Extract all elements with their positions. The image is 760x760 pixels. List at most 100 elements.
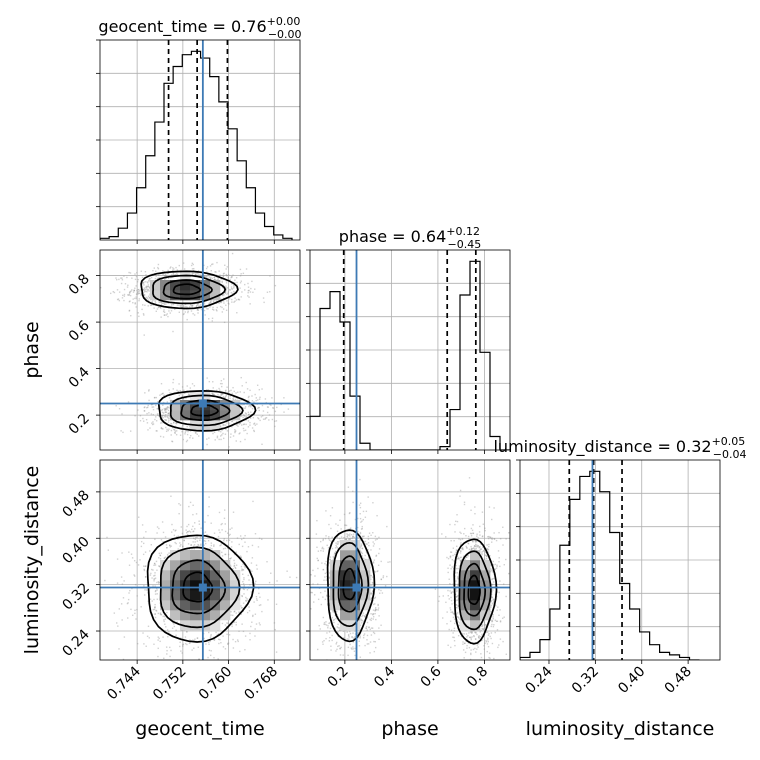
sample-point (462, 641, 464, 643)
sample-point (335, 546, 338, 548)
sample-point (173, 274, 175, 276)
sample-point (233, 610, 236, 613)
sample-point (217, 658, 219, 660)
sample-point (206, 271, 208, 273)
sample-point (487, 634, 490, 636)
sample-point (206, 308, 208, 310)
sample-point (372, 614, 374, 616)
sample-point (274, 410, 277, 413)
sample-point (358, 504, 361, 506)
sample-point (203, 540, 206, 542)
sample-point (333, 556, 335, 558)
sample-point (197, 270, 200, 272)
sample-point (370, 549, 372, 551)
sample-point (359, 517, 362, 520)
sample-point (188, 548, 191, 550)
sample-point (175, 422, 177, 424)
density-cell (340, 580, 351, 591)
sample-point (222, 308, 225, 310)
sample-point (329, 559, 331, 561)
sample-point (223, 424, 226, 426)
density-cell (190, 590, 201, 601)
sample-point (456, 514, 458, 516)
sample-point (154, 616, 157, 619)
sample-point (348, 638, 350, 640)
sample-point (166, 553, 169, 556)
sample-point (488, 535, 490, 538)
sample-point (243, 423, 246, 425)
sample-point (357, 537, 359, 539)
sample-point (239, 275, 242, 277)
sample-point (449, 590, 451, 592)
density-cell (170, 280, 181, 291)
sample-point (224, 523, 226, 525)
sample-point (186, 534, 189, 536)
sample-point (218, 430, 220, 432)
sample-point (210, 650, 212, 652)
sample-point (362, 518, 364, 521)
contour-line (157, 390, 257, 432)
sample-point (156, 430, 158, 432)
sample-point (182, 643, 184, 646)
sample-point (474, 647, 476, 650)
sample-point (165, 544, 168, 546)
sample-point (469, 658, 472, 660)
sample-point (209, 277, 212, 280)
sample-point (200, 308, 203, 311)
sample-point (258, 409, 260, 412)
sample-point (143, 288, 145, 291)
sample-point (212, 381, 214, 383)
sample-point (317, 559, 319, 562)
sample-point (235, 421, 238, 423)
sample-point (475, 631, 477, 634)
sample-point (380, 578, 383, 581)
sample-point (493, 577, 495, 580)
sample-point (143, 314, 145, 316)
sample-point (363, 535, 365, 537)
sample-point (234, 640, 237, 643)
sample-point (172, 528, 175, 531)
sample-point (491, 623, 493, 626)
sample-point (220, 278, 223, 280)
sample-point (228, 423, 230, 426)
sample-point (295, 576, 298, 579)
sample-point (247, 420, 250, 422)
sample-point (163, 657, 165, 660)
sample-point (235, 277, 238, 279)
sample-point (212, 301, 215, 303)
sample-point (191, 304, 193, 307)
sample-point (487, 548, 490, 551)
sample-point (352, 535, 354, 538)
sample-point (335, 542, 337, 544)
sample-point (156, 526, 159, 528)
sample-point (186, 425, 188, 428)
sample-point (490, 567, 492, 570)
sample-point (192, 306, 194, 309)
sample-point (246, 550, 248, 553)
sample-point (207, 273, 209, 276)
sample-point (268, 419, 270, 421)
sample-point (473, 635, 475, 637)
sample-point (359, 637, 361, 639)
sample-point (370, 613, 372, 615)
sample-point (326, 578, 328, 580)
sample-point (261, 610, 263, 613)
sample-point (322, 548, 325, 550)
sample-point (138, 292, 140, 294)
sample-point (191, 262, 194, 265)
sample-point (459, 495, 461, 497)
sample-point (139, 414, 142, 417)
sample-point (216, 261, 218, 264)
sample-point (491, 620, 493, 623)
sample-point (167, 315, 169, 318)
contour-line (162, 279, 213, 300)
sample-point (216, 389, 218, 392)
sample-point (186, 530, 189, 533)
sample-point (246, 611, 249, 614)
sample-point (370, 592, 372, 595)
sample-point (264, 418, 266, 420)
sample-point (367, 538, 370, 540)
sample-point (464, 651, 467, 654)
sample-point (128, 592, 130, 594)
sample-point (357, 636, 359, 639)
